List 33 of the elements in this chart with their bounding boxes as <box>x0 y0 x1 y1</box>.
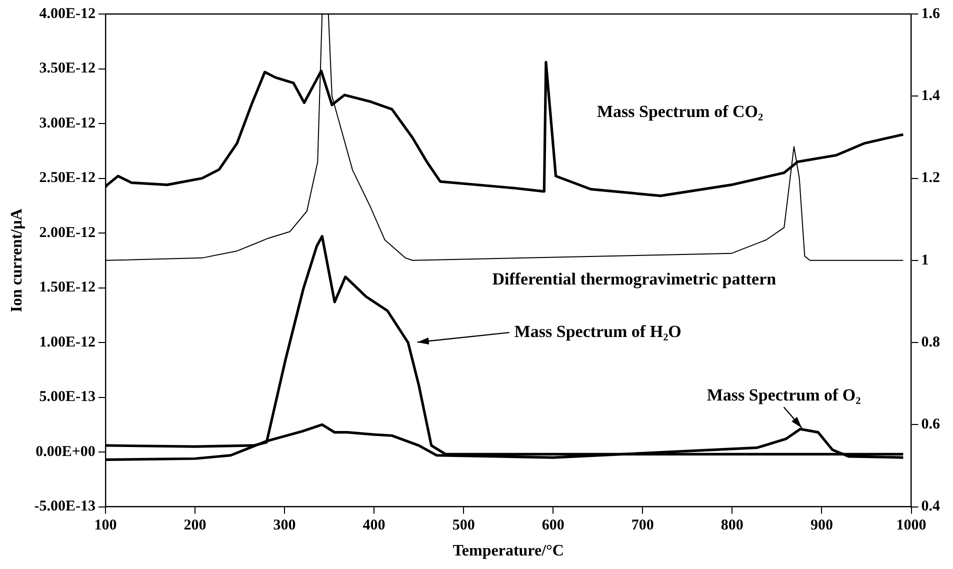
annotation: Differential thermogravimetric pattern <box>492 270 777 289</box>
x-tick-label: 1000 <box>896 518 926 534</box>
x-tick-label: 300 <box>273 518 296 534</box>
annotation: Mass Spectrum of O₂ <box>706 386 861 405</box>
y-axis-title: Ion current/µA <box>8 208 26 312</box>
y-tick-label: -5.00E-13 <box>34 498 96 515</box>
y2-tick-label: 1.6 <box>921 6 940 22</box>
y2-tick-label: 0.4 <box>921 498 940 515</box>
x-tick-label: 100 <box>94 518 117 534</box>
y-tick-label: 2.50E-12 <box>39 170 96 186</box>
x-axis-title: Temperature/°C <box>452 542 564 560</box>
y-tick-label: 1.00E-12 <box>39 334 96 350</box>
annotation: Mass Spectrum of CO₂ <box>596 102 764 121</box>
x-tick-label: 400 <box>362 518 386 534</box>
y2-tick-label: 0.8 <box>921 334 940 350</box>
y2-tick-label: 1.2 <box>921 170 940 186</box>
x-tick-label: 600 <box>542 518 564 534</box>
y-tick-label: 3.00E-12 <box>39 115 96 132</box>
annotation: Mass Spectrum of H₂O <box>514 322 682 341</box>
x-tick-label: 200 <box>184 518 206 534</box>
y2-tick-label: 1 <box>921 252 929 268</box>
y-tick-label: 0.00E+00 <box>36 444 96 460</box>
x-tick-label: 800 <box>720 518 744 534</box>
y-tick-label: 1.50E-12 <box>39 280 96 296</box>
x-tick-label: 900 <box>810 518 833 534</box>
y-tick-label: 3.50E-12 <box>39 60 96 77</box>
y-tick-label: 5.00E-13 <box>39 389 96 406</box>
x-tick-label: 700 <box>631 518 654 534</box>
y-tick-label: 4.00E-12 <box>39 6 96 22</box>
y-tick-label: 2.00E-12 <box>39 224 96 241</box>
y2-tick-label: 0.6 <box>921 416 940 433</box>
y2-tick-label: 1.4 <box>921 88 940 104</box>
x-tick-label: 500 <box>452 518 475 534</box>
